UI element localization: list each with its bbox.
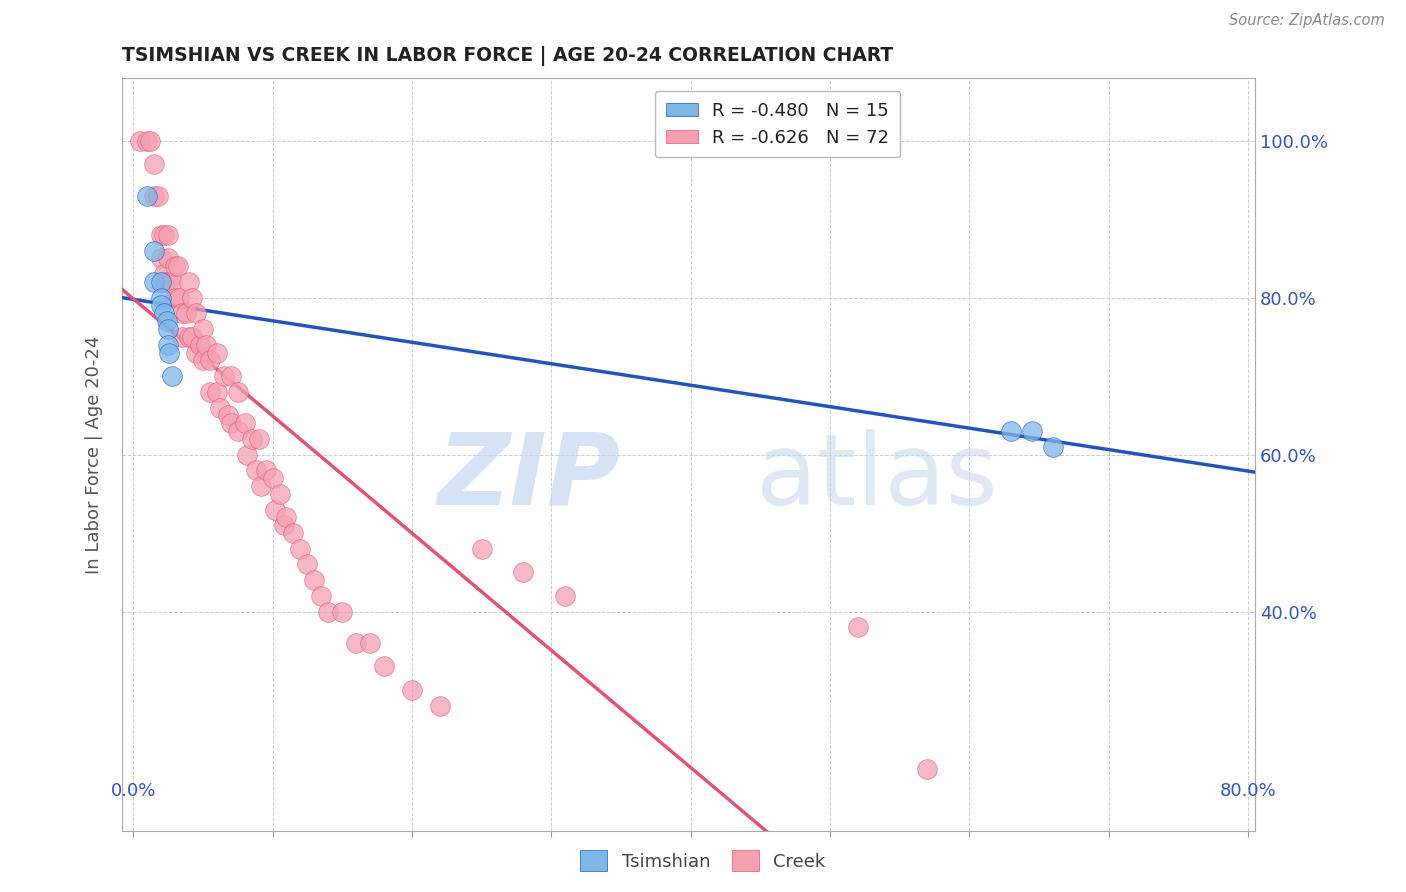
Point: [148, 188, 170, 202]
Point: [159, 345, 181, 359]
Point: [139, 134, 162, 148]
Point: [180, 291, 202, 305]
Point: [236, 448, 259, 462]
Point: [208, 401, 231, 415]
Point: [150, 275, 173, 289]
Point: [219, 416, 242, 430]
Point: [194, 337, 217, 351]
Text: atlas: atlas: [756, 429, 998, 525]
Point: [429, 698, 451, 713]
Point: [184, 306, 207, 320]
Point: [129, 134, 152, 148]
Legend: Tsimshian, Creek: Tsimshian, Creek: [574, 843, 832, 879]
Point: [143, 244, 166, 258]
Point: [262, 471, 284, 485]
Point: [150, 291, 173, 305]
Point: [153, 227, 176, 242]
Point: [156, 314, 179, 328]
Point: [136, 134, 159, 148]
Point: [917, 762, 939, 776]
Point: [153, 306, 176, 320]
Point: [240, 432, 263, 446]
Point: [160, 275, 183, 289]
Point: [250, 479, 273, 493]
Point: [359, 636, 381, 650]
Text: 0.0%: 0.0%: [111, 782, 156, 800]
Point: [180, 330, 202, 344]
Point: [245, 463, 267, 477]
Point: [226, 384, 249, 399]
Point: [157, 337, 180, 351]
Point: [136, 188, 159, 202]
Point: [170, 330, 193, 344]
Point: [198, 384, 221, 399]
Point: [846, 620, 869, 634]
Point: [150, 227, 173, 242]
Text: Source: ZipAtlas.com: Source: ZipAtlas.com: [1229, 13, 1385, 29]
Point: [143, 157, 166, 171]
Point: [155, 275, 177, 289]
Point: [512, 566, 534, 580]
Point: [269, 487, 291, 501]
Point: [191, 322, 214, 336]
Point: [297, 558, 319, 572]
Point: [163, 259, 186, 273]
Point: [554, 589, 576, 603]
Point: [198, 353, 221, 368]
Point: [157, 252, 180, 266]
Point: [170, 306, 193, 320]
Point: [157, 227, 180, 242]
Point: [330, 605, 353, 619]
Point: [219, 369, 242, 384]
Point: [150, 252, 173, 266]
Point: [177, 275, 200, 289]
Y-axis label: In Labor Force | Age 20-24: In Labor Force | Age 20-24: [86, 335, 103, 574]
Point: [143, 188, 166, 202]
Point: [1042, 440, 1064, 454]
Point: [184, 345, 207, 359]
Point: [212, 369, 235, 384]
Point: [373, 659, 395, 673]
Point: [264, 502, 287, 516]
Point: [143, 275, 166, 289]
Point: [163, 291, 186, 305]
Text: TSIMSHIAN VS CREEK IN LABOR FORCE | AGE 20-24 CORRELATION CHART: TSIMSHIAN VS CREEK IN LABOR FORCE | AGE …: [122, 46, 893, 66]
Point: [233, 416, 256, 430]
Point: [254, 463, 277, 477]
Point: [290, 541, 312, 556]
Point: [160, 369, 183, 384]
Point: [153, 267, 176, 281]
Point: [1021, 424, 1043, 438]
Point: [167, 291, 190, 305]
Point: [316, 605, 339, 619]
Point: [188, 337, 211, 351]
Legend: R = -0.480   N = 15, R = -0.626   N = 72: R = -0.480 N = 15, R = -0.626 N = 72: [655, 91, 900, 157]
Point: [304, 573, 326, 587]
Point: [177, 330, 200, 344]
Point: [311, 589, 333, 603]
Point: [226, 424, 249, 438]
Point: [276, 510, 298, 524]
Point: [273, 518, 295, 533]
Point: [470, 541, 492, 556]
Point: [1000, 424, 1022, 438]
Point: [174, 306, 197, 320]
Point: [247, 432, 270, 446]
Text: ZIP: ZIP: [437, 429, 620, 525]
Point: [283, 526, 305, 541]
Point: [157, 275, 180, 289]
Point: [205, 384, 228, 399]
Text: 80.0%: 80.0%: [1219, 782, 1277, 800]
Point: [166, 259, 188, 273]
Point: [344, 636, 367, 650]
Point: [401, 683, 423, 698]
Point: [191, 353, 214, 368]
Point: [217, 409, 239, 423]
Point: [205, 345, 228, 359]
Point: [157, 322, 180, 336]
Point: [150, 298, 173, 312]
